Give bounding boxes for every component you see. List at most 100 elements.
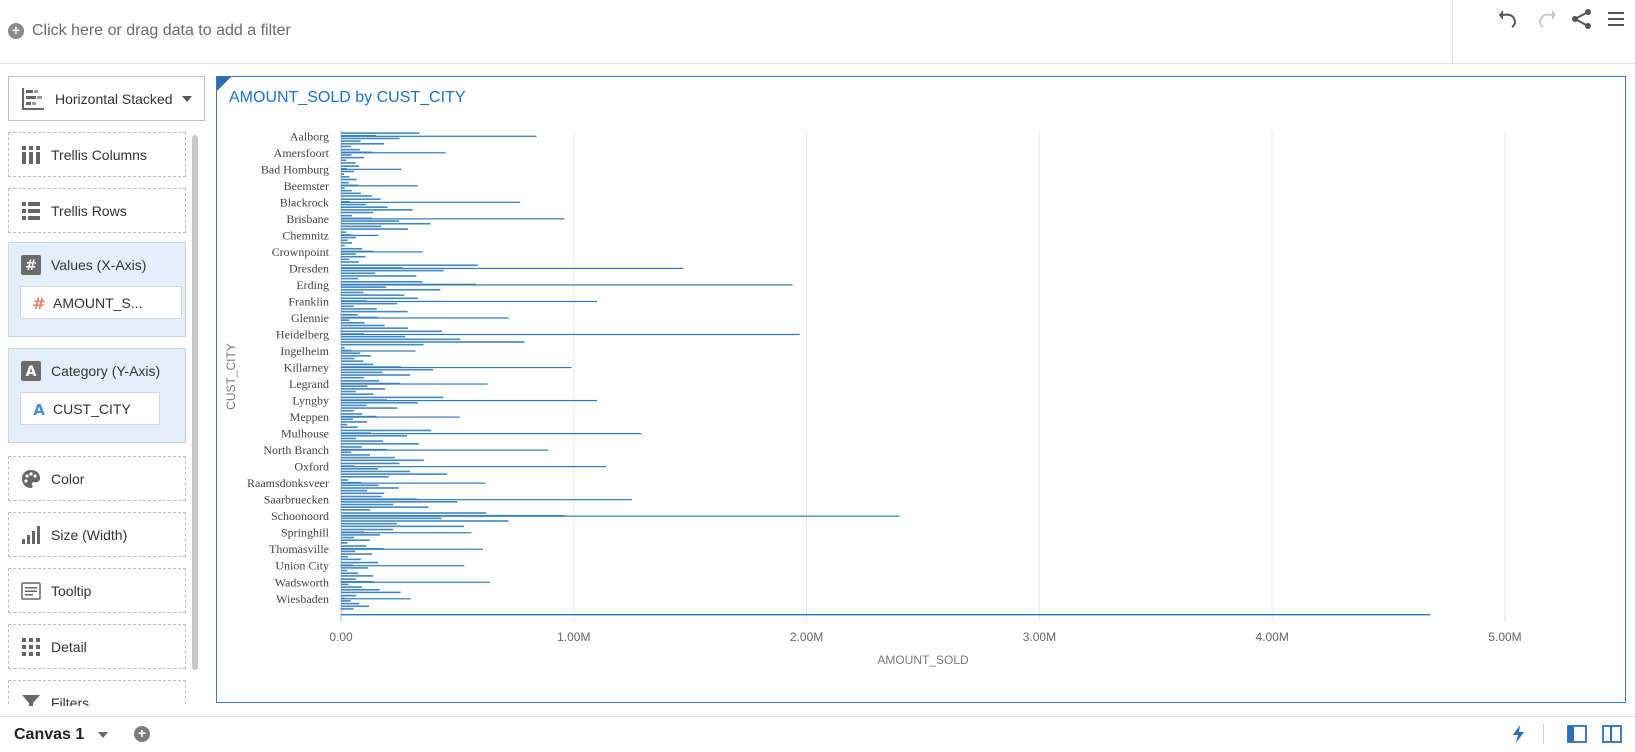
y-tick-label: Wadsworth	[275, 575, 329, 589]
bar	[341, 162, 356, 164]
canvas-tab[interactable]: Canvas 1	[14, 726, 109, 744]
y-tick-label: Aalborg	[290, 129, 329, 143]
bar	[341, 168, 402, 170]
horizontal-stacked-bar-icon	[22, 87, 44, 110]
bar	[341, 152, 446, 154]
bar	[341, 335, 406, 338]
bar	[341, 154, 352, 156]
lightning-icon[interactable]	[1509, 724, 1529, 744]
bar	[341, 515, 900, 517]
bottom-divider	[1543, 724, 1544, 744]
bottom-bar: Canvas 1	[0, 716, 1635, 752]
bar	[341, 446, 362, 448]
bar	[341, 322, 365, 324]
bar	[341, 330, 442, 333]
bar	[341, 371, 383, 374]
bar	[341, 401, 418, 404]
chevron-down-icon[interactable]	[182, 96, 192, 102]
bar	[341, 300, 598, 303]
bar	[341, 547, 384, 550]
bar	[341, 583, 349, 586]
bar	[341, 454, 371, 456]
color-label: Color	[51, 471, 85, 487]
bar	[341, 317, 509, 319]
bar	[341, 300, 367, 302]
bar	[341, 148, 360, 151]
chevron-down-icon[interactable]	[98, 732, 109, 738]
drop-zone-detail[interactable]: Detail	[8, 624, 186, 669]
bar	[341, 426, 358, 429]
chart-title: AMOUNT_SOLD by CUST_CITY	[229, 89, 466, 106]
drop-zone-tooltip[interactable]: Tooltip	[8, 568, 186, 613]
bar	[341, 608, 354, 610]
bar	[341, 558, 361, 561]
size-icon	[22, 526, 40, 544]
bar	[341, 506, 429, 508]
add-filter-icon[interactable]: +	[8, 23, 24, 39]
selection-corner-marker	[217, 77, 231, 91]
bar	[341, 291, 364, 294]
grammar-panel: Trellis Columns Trellis Rows # Values (X…	[8, 132, 187, 706]
add-canvas-icon[interactable]: +	[134, 726, 150, 742]
drop-zone-trellis-columns[interactable]: Trellis Columns	[8, 132, 186, 177]
bar	[341, 415, 377, 418]
bar	[341, 184, 358, 187]
bar	[341, 284, 793, 286]
size-label: Size (Width)	[51, 527, 128, 543]
menu-icon[interactable]	[1604, 6, 1630, 32]
measure-icon: #	[32, 295, 45, 311]
drop-zone-trellis-rows[interactable]: Trellis Rows	[8, 188, 186, 233]
drop-zone-values-x-axis[interactable]: # Values (X-Axis) # AMOUNT_S...	[8, 242, 186, 337]
bar	[341, 517, 442, 520]
bar	[341, 465, 355, 467]
add-filter[interactable]: + Click here or drag data to add a filte…	[8, 22, 291, 40]
chart-type-selector[interactable]: Horizontal Stacked	[8, 76, 205, 121]
drop-zone-filters[interactable]: Filters	[8, 680, 186, 706]
bar	[341, 448, 387, 451]
bar	[341, 261, 359, 263]
bar	[341, 437, 357, 440]
bar	[341, 225, 382, 228]
bar	[341, 272, 376, 275]
values-x-axis-label: Values (X-Axis)	[51, 257, 147, 273]
bar	[341, 165, 360, 167]
share-icon[interactable]	[1569, 6, 1595, 32]
y-tick-label: Union City	[275, 559, 329, 573]
y-tick-label: Chemnitz	[282, 228, 329, 242]
bar	[341, 253, 356, 255]
bar	[341, 470, 411, 473]
bar	[341, 418, 353, 421]
drop-zone-color[interactable]: Color	[8, 456, 186, 501]
attribute-pill-cust-city[interactable]: A CUST_CITY	[20, 392, 160, 425]
bar	[341, 578, 356, 580]
category-y-axis-label: Category (Y-Axis)	[51, 363, 161, 379]
bar	[341, 413, 363, 415]
panel-scrollbar[interactable]	[192, 135, 198, 670]
add-filter-text[interactable]: Click here or drag data to add a filter	[32, 22, 291, 39]
drop-zone-size[interactable]: Size (Width)	[8, 512, 186, 557]
bar	[341, 176, 350, 178]
toggle-left-panel-icon[interactable]	[1567, 724, 1587, 744]
bar-chart[interactable]: 0.00 1.00M 2.00M 3.00M 4.00M 5.00M Aalborg Amer…	[217, 77, 1625, 702]
bar	[341, 440, 384, 442]
bar	[341, 140, 361, 142]
bar	[341, 550, 356, 553]
visualization-canvas[interactable]: AMOUNT_SOLD by CUST_CITY 0.00 1.00M 2.00M 3…	[216, 76, 1626, 703]
attribute-pill-label: CUST_CITY	[53, 400, 131, 417]
undo-icon[interactable]	[1496, 6, 1522, 32]
redo-icon[interactable]	[1533, 6, 1559, 32]
bar	[341, 327, 409, 329]
drop-zone-category-y-axis[interactable]: A Category (Y-Axis) A CUST_CITY	[8, 348, 186, 443]
y-tick-label: Wiesbaden	[276, 592, 329, 606]
bar	[341, 258, 350, 261]
bar	[341, 399, 388, 401]
bar	[341, 294, 405, 296]
trellis-rows-label: Trellis Rows	[51, 203, 127, 219]
bar	[341, 244, 345, 247]
y-tick-label: Ingelheim	[280, 344, 329, 358]
measure-pill-amount-sold[interactable]: # AMOUNT_S...	[20, 286, 182, 319]
bar	[341, 531, 365, 534]
bar	[341, 211, 374, 214]
toggle-right-panel-icon[interactable]	[1602, 724, 1622, 744]
x-axis-title: AMOUNT_SOLD	[877, 653, 969, 667]
